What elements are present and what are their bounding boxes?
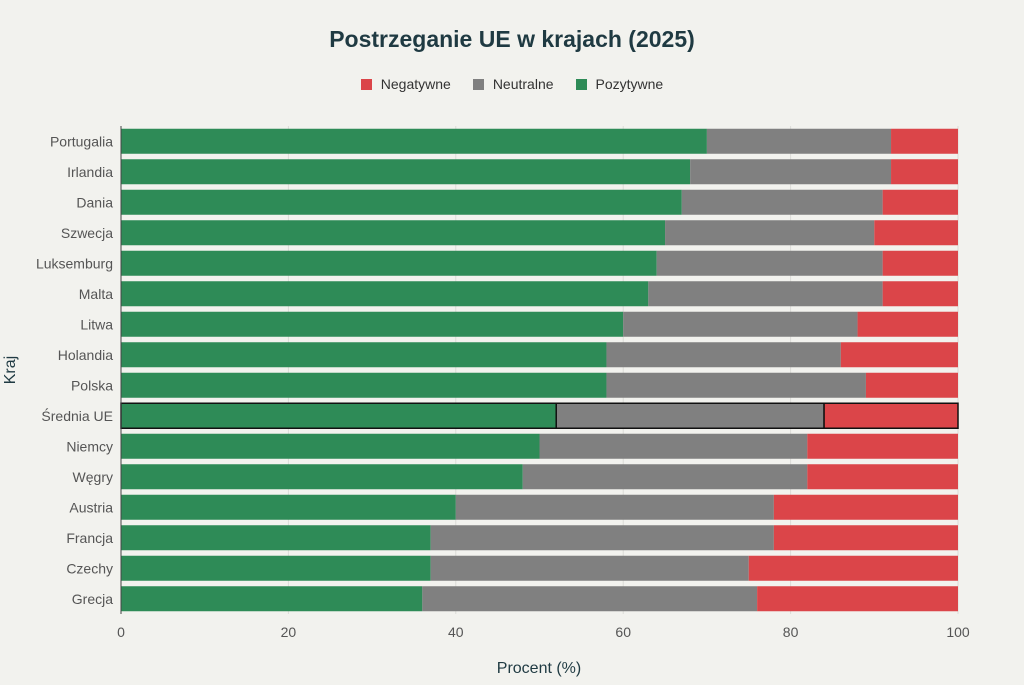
bar-pozytywne[interactable] (121, 372, 607, 398)
y-tick-label: Czechy (66, 560, 113, 576)
y-tick-label: Luksemburg (36, 255, 113, 271)
y-axis-label: Kraj (2, 356, 19, 384)
legend: Negatywne Neutralne Pozytywne (0, 76, 1024, 92)
y-tick-label: Holandia (58, 347, 113, 363)
legend-item-pozytywne[interactable]: Pozytywne (575, 76, 664, 92)
x-tick-label: 60 (615, 624, 631, 640)
bar-negatywne[interactable] (882, 281, 958, 307)
x-tick-label: 0 (117, 624, 125, 640)
bar-pozytywne[interactable] (121, 586, 423, 612)
bar-negatywne[interactable] (891, 128, 958, 154)
x-tick-label: 80 (783, 624, 799, 640)
bar-negatywne[interactable] (823, 402, 959, 430)
bar-negatywne[interactable] (840, 342, 958, 368)
bar-pozytywne[interactable] (121, 555, 431, 581)
bar-negatywne[interactable] (757, 586, 958, 612)
bar-negatywne[interactable] (807, 433, 958, 459)
y-tick-label: Niemcy (66, 438, 113, 454)
bar-pozytywne[interactable] (120, 402, 557, 430)
bar-pozytywne[interactable] (121, 525, 431, 551)
bar-pozytywne[interactable] (121, 281, 649, 307)
legend-label-negatywne: Negatywne (380, 76, 451, 92)
legend-swatch-neutralne (472, 78, 484, 90)
bar-pozytywne[interactable] (121, 250, 657, 276)
legend-item-negatywne[interactable]: Negatywne (360, 76, 451, 92)
bar-pozytywne[interactable] (121, 311, 624, 337)
bar-pozytywne[interactable] (121, 464, 523, 490)
bar-neutralne[interactable] (455, 494, 774, 520)
bar-pozytywne[interactable] (121, 342, 607, 368)
bar-negatywne[interactable] (882, 250, 958, 276)
bar-negatywne[interactable] (807, 464, 958, 490)
bar-neutralne[interactable] (681, 189, 883, 215)
y-tick-label: Irlandia (67, 164, 113, 180)
y-tick-label: Portugalia (50, 133, 113, 149)
bar-pozytywne[interactable] (121, 494, 456, 520)
y-tick-label: Średnia UE (41, 407, 113, 424)
y-tick-label: Austria (69, 499, 113, 515)
bar-neutralne[interactable] (422, 586, 758, 612)
y-tick-label: Szwecja (61, 225, 113, 241)
bar-neutralne[interactable] (539, 433, 808, 459)
y-tick-label: Litwa (80, 316, 113, 332)
legend-swatch-pozytywne (575, 78, 587, 90)
bar-negatywne[interactable] (865, 372, 958, 398)
bar-neutralne[interactable] (522, 464, 808, 490)
bar-neutralne[interactable] (555, 402, 825, 430)
x-tick-label: 40 (448, 624, 464, 640)
bar-pozytywne[interactable] (121, 128, 707, 154)
bar-neutralne[interactable] (690, 159, 892, 185)
bar-neutralne[interactable] (665, 220, 875, 246)
y-tick-label: Dania (76, 194, 113, 210)
bar-negatywne[interactable] (874, 220, 958, 246)
y-tick-label: Francja (66, 530, 113, 546)
bar-pozytywne[interactable] (121, 433, 540, 459)
bar-pozytywne[interactable] (121, 189, 682, 215)
legend-label-neutralne: Neutralne (492, 76, 554, 92)
bar-neutralne[interactable] (430, 525, 774, 551)
x-tick-label: 100 (946, 624, 970, 640)
bars (120, 128, 959, 612)
y-tick-label: Grecja (72, 591, 113, 607)
bar-neutralne[interactable] (606, 372, 866, 398)
bar-pozytywne[interactable] (121, 159, 691, 185)
bar-neutralne[interactable] (623, 311, 858, 337)
bar-negatywne[interactable] (773, 494, 958, 520)
bar-neutralne[interactable] (656, 250, 883, 276)
bar-neutralne[interactable] (648, 281, 883, 307)
bar-negatywne[interactable] (773, 525, 958, 551)
x-tick-label: 20 (281, 624, 297, 640)
chart-title: Postrzeganie UE w krajach (2025) (329, 26, 695, 52)
y-tick-label: Węgry (73, 469, 113, 485)
bar-negatywne[interactable] (891, 159, 958, 185)
y-tick-label: Malta (79, 286, 113, 302)
bar-neutralne[interactable] (430, 555, 749, 581)
bar-negatywne[interactable] (857, 311, 958, 337)
y-tick-label: Polska (71, 377, 113, 393)
bar-negatywne[interactable] (748, 555, 958, 581)
legend-swatch-negatywne (360, 78, 372, 90)
bar-negatywne[interactable] (882, 189, 958, 215)
axes: 0 20 40 60 80 100 Portugalia Irlandia Dania Szwec… (36, 126, 970, 640)
bar-pozytywne[interactable] (121, 220, 666, 246)
bar-neutralne[interactable] (706, 128, 892, 154)
legend-item-neutralne[interactable]: Neutralne (472, 76, 554, 92)
bar-neutralne[interactable] (606, 342, 841, 368)
x-axis-label: Procent (%) (497, 660, 581, 677)
legend-label-pozytywne: Pozytywne (595, 76, 664, 92)
